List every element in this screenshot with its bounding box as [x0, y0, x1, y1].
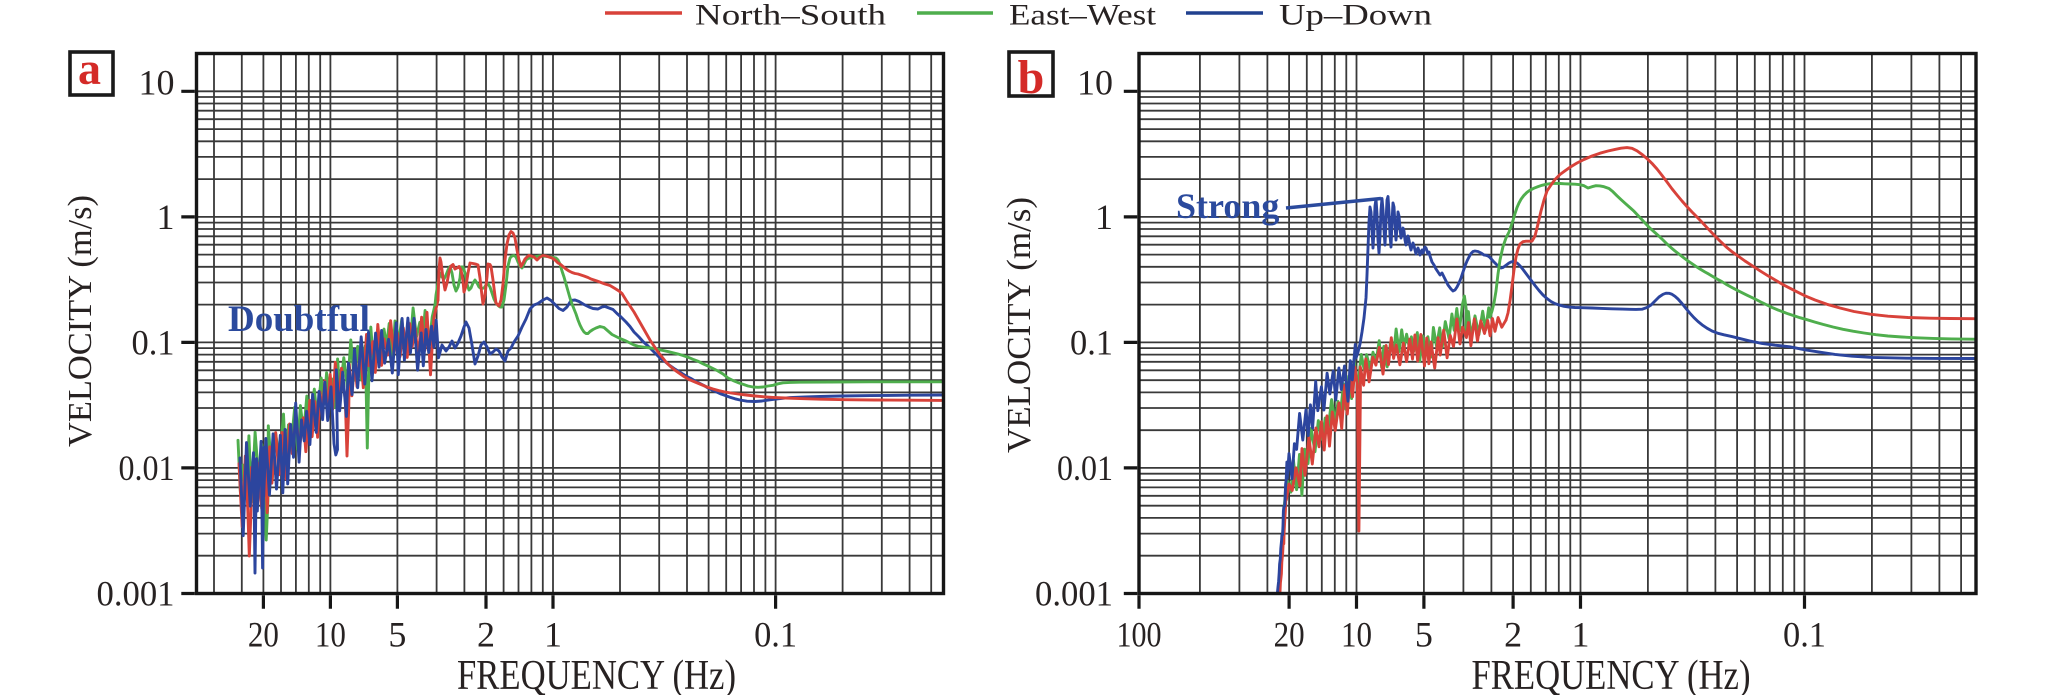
svg-text:East–West: East–West	[1009, 0, 1157, 32]
svg-text:10: 10	[1077, 63, 1113, 103]
svg-text:FREQUENCY (Hz): FREQUENCY (Hz)	[457, 653, 736, 695]
svg-text:10: 10	[1341, 615, 1372, 655]
svg-text:10: 10	[139, 63, 175, 103]
svg-text:5: 5	[1415, 615, 1433, 655]
svg-text:0.1: 0.1	[1070, 323, 1113, 363]
svg-text:2: 2	[477, 615, 495, 655]
svg-text:1: 1	[544, 615, 562, 655]
svg-text:0.1: 0.1	[1783, 615, 1826, 655]
svg-text:Strong: Strong	[1176, 186, 1279, 226]
svg-text:Doubtful: Doubtful	[228, 299, 370, 340]
svg-text:North–South: North–South	[695, 0, 886, 32]
svg-text:a: a	[78, 43, 101, 94]
svg-text:0.001: 0.001	[97, 574, 175, 614]
svg-text:0.001: 0.001	[1035, 574, 1113, 614]
svg-text:Up–Down: Up–Down	[1279, 0, 1432, 32]
svg-text:5: 5	[388, 615, 406, 655]
svg-text:20: 20	[1274, 615, 1305, 655]
svg-text:1: 1	[1572, 615, 1590, 655]
svg-text:0.01: 0.01	[119, 448, 175, 488]
svg-text:100: 100	[1117, 615, 1162, 655]
svg-text:10: 10	[315, 615, 346, 655]
svg-text:b: b	[1018, 51, 1045, 104]
svg-text:0.1: 0.1	[132, 323, 175, 363]
svg-text:VELOCITY (m/s): VELOCITY (m/s)	[62, 195, 99, 447]
svg-text:1: 1	[157, 197, 175, 237]
svg-text:2: 2	[1504, 615, 1522, 655]
svg-text:FREQUENCY (Hz): FREQUENCY (Hz)	[1472, 653, 1751, 695]
svg-text:0.1: 0.1	[754, 615, 797, 655]
svg-text:VELOCITY (m/s): VELOCITY (m/s)	[1001, 197, 1038, 453]
svg-text:20: 20	[248, 615, 279, 655]
svg-text:0.01: 0.01	[1057, 448, 1113, 488]
svg-text:1: 1	[1095, 197, 1113, 237]
